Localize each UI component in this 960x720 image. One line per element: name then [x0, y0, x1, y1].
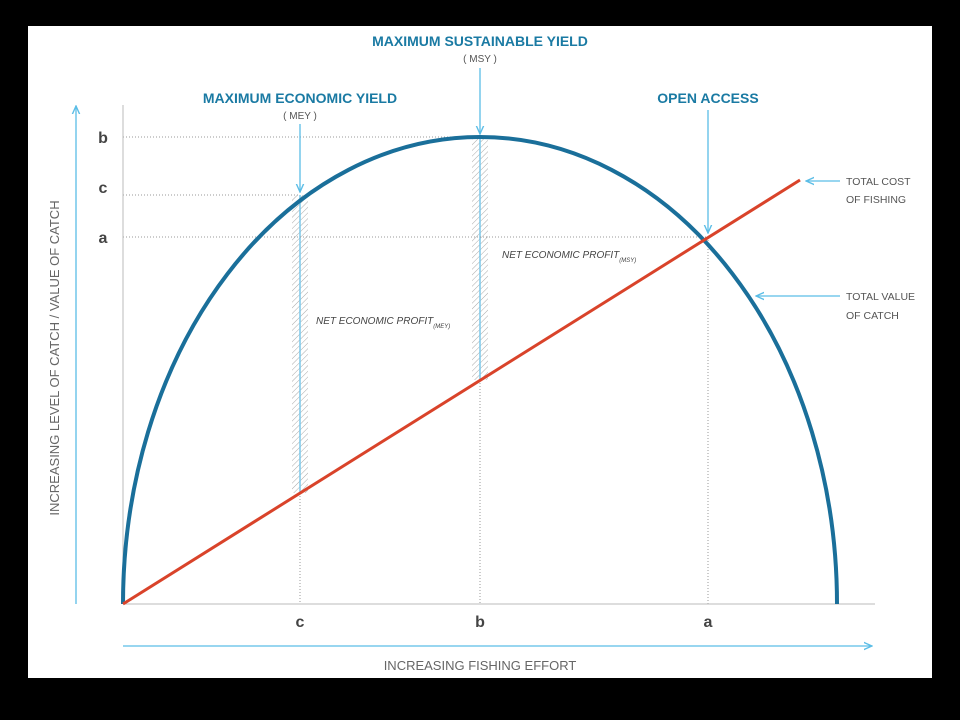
cost-label: OF FISHING: [846, 194, 906, 206]
x-axis-title: INCREASING FISHING EFFORT: [384, 658, 577, 673]
y-label: a: [99, 230, 108, 247]
mey-abbr: ( MEY ): [283, 111, 317, 122]
msy-abbr: ( MSY ): [463, 54, 497, 65]
total-cost-line: [122, 178, 801, 606]
open-access-title: OPEN ACCESS: [657, 90, 758, 106]
profit-msy: NET ECONOMIC PROFIT(MSY): [502, 250, 636, 264]
profit-text: NET ECONOMIC PROFIT: [316, 316, 434, 327]
x-label: b: [475, 614, 485, 631]
profit-sub: (MSY): [619, 258, 636, 264]
profit-sub: (MEY): [433, 324, 450, 330]
y-label: b: [98, 130, 108, 147]
x-label: c: [296, 614, 305, 631]
x-label: a: [704, 614, 713, 631]
cost-label: TOTAL COST: [846, 176, 911, 188]
guides: [123, 136, 709, 604]
total-value-curve: [121, 135, 839, 605]
arrows: [76, 68, 872, 646]
profit-text: NET ECONOMIC PROFIT: [502, 250, 620, 261]
profit-mey: NET ECONOMIC PROFIT(MEY): [316, 316, 450, 330]
mey-title: MAXIMUM ECONOMIC YIELD: [203, 90, 397, 106]
y-label: c: [99, 180, 108, 197]
msy-title: MAXIMUM SUSTAINABLE YIELD: [372, 33, 588, 49]
y-axis-title: INCREASING LEVEL OF CATCH / VALUE OF CAT…: [47, 200, 62, 515]
value-label: TOTAL VALUE: [846, 291, 915, 303]
value-label: OF CATCH: [846, 310, 899, 322]
